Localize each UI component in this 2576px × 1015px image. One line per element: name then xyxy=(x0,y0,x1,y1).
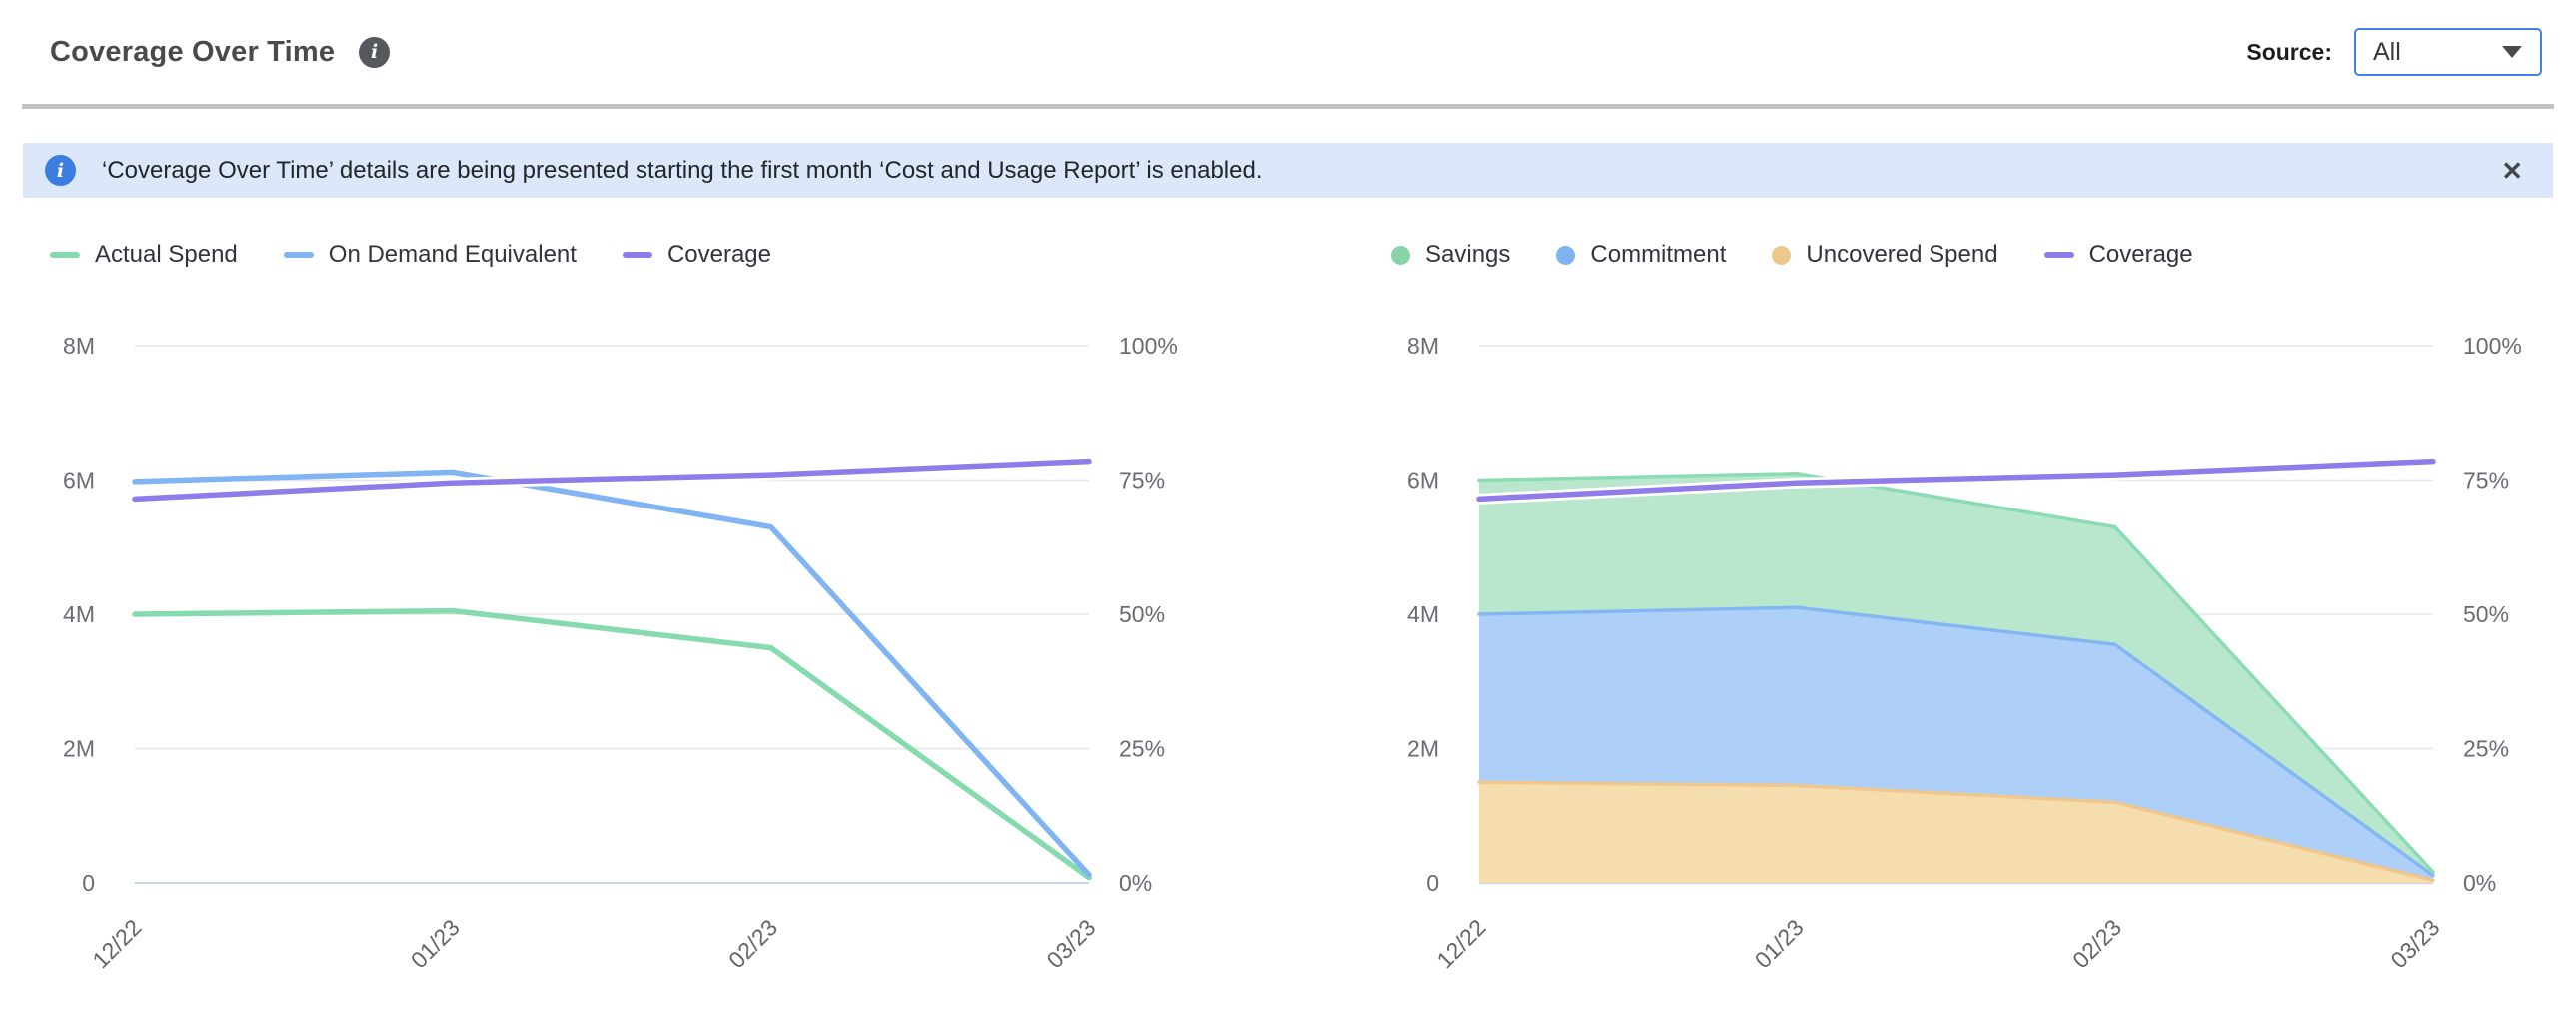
info-icon[interactable]: i xyxy=(359,36,391,68)
x-axis-label: 01/23 xyxy=(1750,914,1809,973)
y-axis-left-label: 4M xyxy=(63,601,95,627)
y-axis-right-label: 0% xyxy=(1119,870,1152,896)
savings-area-chart: 0 0% 2M 25% 4M 50% 6M 75% 8M 100% 12/22 01/23 02/23 0… xyxy=(1407,333,2522,973)
y-axis-left-label: 2M xyxy=(1407,736,1439,762)
source-dropdown[interactable]: All xyxy=(2354,28,2542,76)
savings-edge xyxy=(1477,472,2435,874)
legend-label: Actual Spend xyxy=(95,241,238,268)
x-axis-label: 03/23 xyxy=(2385,914,2444,973)
legend-item-uncovered-spend[interactable]: Uncovered Spend xyxy=(1772,241,1998,269)
legend-item-actual-spend[interactable]: Actual Spend xyxy=(50,241,238,269)
header: Coverage Over Time i Source: All xyxy=(0,0,2576,104)
banner-message: ‘Coverage Over Time’ details are being p… xyxy=(102,156,1263,184)
spend-line-chart: 0 0% 2M 25% 4M 50% 6M 75% 8M 100% 12/22 01/23 02/23 0… xyxy=(63,333,1178,973)
y-axis-right-label: 75% xyxy=(2463,468,2509,494)
savings-swatch-icon xyxy=(1391,245,1410,265)
y-axis-right-label: 100% xyxy=(2463,333,2522,359)
legend-label: On Demand Equivalent xyxy=(328,241,577,268)
y-axis-right-label: 50% xyxy=(1119,601,1165,627)
legend-label: Coverage xyxy=(666,241,771,268)
info-icon-banner: i xyxy=(45,155,76,186)
y-axis-left-label: 0 xyxy=(1426,870,1439,896)
uncovered-spend-swatch-icon xyxy=(1772,245,1792,265)
line-chart-legend: Actual Spend On Demand Equivalent Coverage xyxy=(50,234,1269,276)
header-divider xyxy=(22,104,2554,109)
coverage-over-time-page: Coverage Over Time i Source: All i ‘Cove… xyxy=(0,0,2576,993)
actual-spend-line xyxy=(132,607,1092,881)
commitment-swatch-icon xyxy=(1556,245,1576,265)
spend-line-chart-panel: Actual Spend On Demand Equivalent Coverage… xyxy=(30,234,1269,993)
legend-item-savings[interactable]: Savings xyxy=(1391,241,1510,269)
close-icon[interactable]: ✕ xyxy=(2501,155,2523,186)
y-axis-left-label: 8M xyxy=(63,333,95,359)
legend-item-coverage[interactable]: Coverage xyxy=(622,241,771,269)
legend-label: Commitment xyxy=(1590,241,1727,268)
y-axis-right-label: 75% xyxy=(1119,468,1165,494)
on-demand-equivalent-line xyxy=(132,469,1092,878)
legend-item-commitment[interactable]: Commitment xyxy=(1556,241,1726,269)
y-axis-left-label: 4M xyxy=(1407,601,1439,627)
uncovered-spend-area xyxy=(1479,782,2433,883)
coverage-swatch-icon xyxy=(622,252,652,258)
y-axis-right-label: 0% xyxy=(2463,870,2496,896)
page-title: Coverage Over Time xyxy=(50,35,336,68)
y-axis-right-label: 50% xyxy=(2463,601,2509,627)
x-axis-label: 03/23 xyxy=(1041,914,1100,973)
x-axis-label: 12/22 xyxy=(1431,914,1490,973)
info-banner: i ‘Coverage Over Time’ details are being… xyxy=(23,143,2553,198)
legend-item-on-demand-equivalent[interactable]: On Demand Equivalent xyxy=(283,241,577,269)
on-demand-equivalent-swatch-icon xyxy=(283,252,314,258)
uncovered-spend-edge xyxy=(1477,780,2435,883)
y-axis-left-label: 6M xyxy=(1407,468,1439,494)
y-axis-right-label: 100% xyxy=(1119,333,1178,359)
y-axis-left-label: 6M xyxy=(63,468,95,494)
coverage-line xyxy=(1476,458,2436,503)
coverage-line xyxy=(132,458,1092,503)
x-axis-label: 01/23 xyxy=(406,914,465,973)
y-axis-left-label: 2M xyxy=(63,736,95,762)
legend-label: Uncovered Spend xyxy=(1806,241,1998,268)
chevron-down-icon xyxy=(2502,46,2522,58)
source-label: Source: xyxy=(2246,38,2332,65)
actual-spend-swatch-icon xyxy=(50,252,80,258)
y-axis-right-label: 25% xyxy=(1119,736,1165,762)
charts-row: Actual Spend On Demand Equivalent Coverage… xyxy=(0,234,2576,993)
y-axis-left-label: 8M xyxy=(1407,333,1439,359)
commitment-edge xyxy=(1477,605,2435,878)
legend-label: Coverage xyxy=(2088,241,2193,268)
coverage-swatch-icon xyxy=(2043,252,2074,258)
savings-area-chart-panel: Savings Commitment Uncovered Spend Coverage… xyxy=(1359,234,2576,993)
x-axis-label: 02/23 xyxy=(2067,914,2126,973)
source-dropdown-value: All xyxy=(2373,37,2401,66)
y-axis-left-label: 0 xyxy=(82,870,95,896)
legend-item-coverage[interactable]: Coverage xyxy=(2043,241,2193,269)
x-axis-label: 12/22 xyxy=(87,914,146,973)
y-axis-right-label: 25% xyxy=(2463,736,2509,762)
x-axis-label: 02/23 xyxy=(723,914,782,973)
area-chart-legend: Savings Commitment Uncovered Spend Coverage xyxy=(1391,234,2576,276)
legend-label: Savings xyxy=(1425,241,1511,268)
